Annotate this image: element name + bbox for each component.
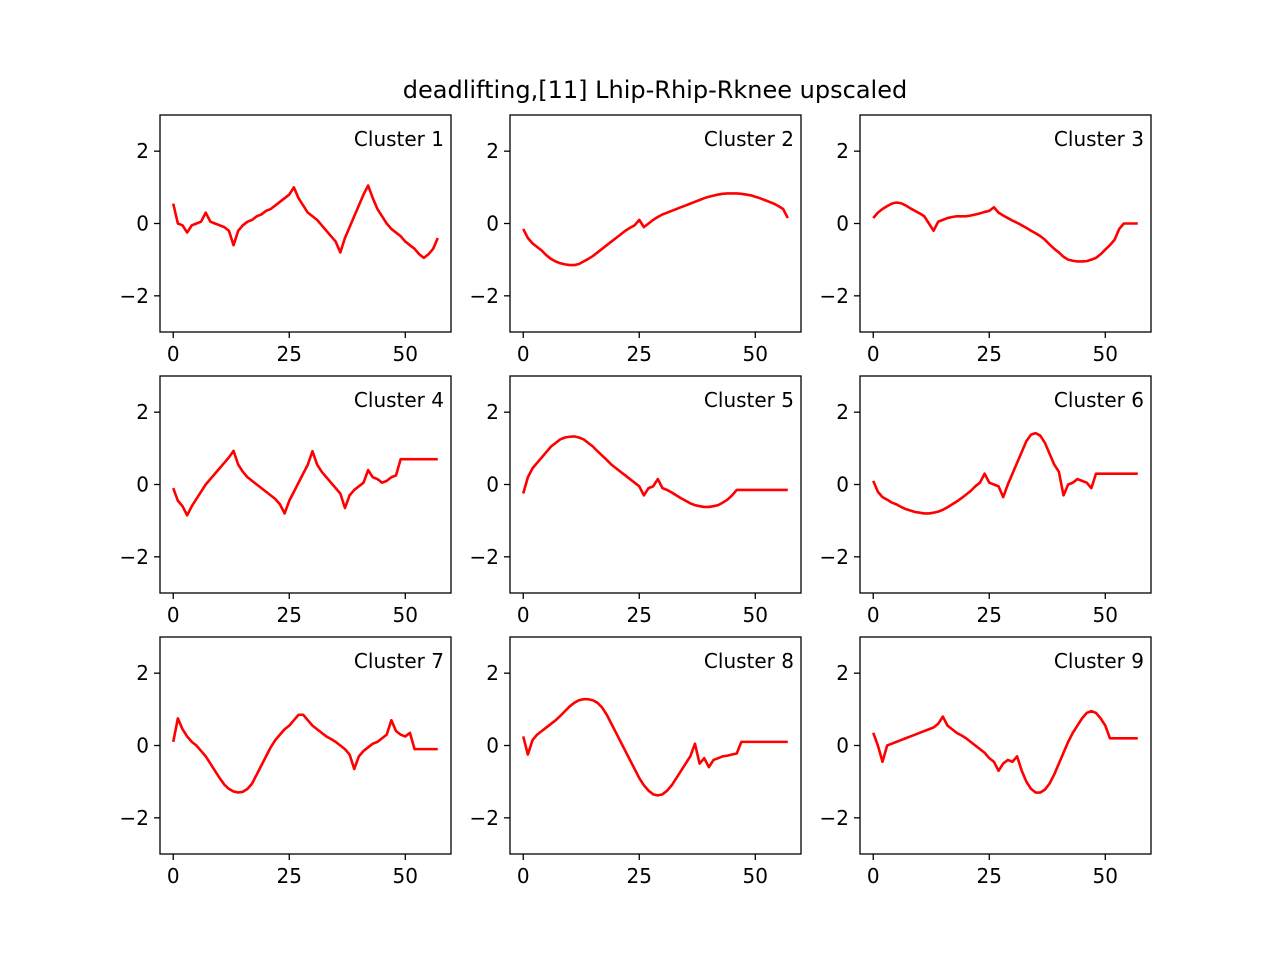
series-line xyxy=(171,184,439,260)
series-line xyxy=(872,201,1138,263)
cluster-label: Cluster 6 xyxy=(1054,388,1144,412)
subplot-cluster-5: 0 25 50 −2 0 2 Cluster 5 xyxy=(470,375,802,627)
x-tick-label: 25 xyxy=(977,342,1002,366)
y-tick-label: 2 xyxy=(136,139,149,163)
x-tick-label: 0 xyxy=(167,864,180,888)
y-tick-label: −2 xyxy=(820,806,849,830)
x-tick-label: 0 xyxy=(167,603,180,627)
y-tick-label: 0 xyxy=(136,473,149,497)
subplot-cluster-2: 0 25 50 −2 0 2 Cluster 2 xyxy=(470,114,802,366)
x-tick-label: 50 xyxy=(393,342,418,366)
y-tick-label: −2 xyxy=(470,545,499,569)
subplot-cluster-7: 0 25 50 −2 0 2 Cluster 7 xyxy=(120,636,452,888)
y-tick-label: 2 xyxy=(136,661,149,685)
x-tick-label: 0 xyxy=(867,864,880,888)
series-line xyxy=(872,431,1138,515)
y-tick-label: 2 xyxy=(486,661,499,685)
figure-title: deadlifting,[11] Lhip-Rhip-Rknee upscale… xyxy=(403,76,907,104)
y-tick-label: 0 xyxy=(486,734,499,758)
x-tick-label: 25 xyxy=(627,603,652,627)
subplot-cluster-3: 0 25 50 −2 0 2 Cluster 3 xyxy=(820,114,1152,366)
y-tick-label: 2 xyxy=(136,400,149,424)
subplot-grid: 0 25 50 −2 0 2 Cluster 1 0 25 50 −2 0 2 Cluster 2 0 25 5… xyxy=(120,114,1152,888)
y-tick-label: −2 xyxy=(820,284,849,308)
x-tick-label: 50 xyxy=(743,342,768,366)
y-tick-label: −2 xyxy=(470,806,499,830)
x-tick-label: 0 xyxy=(867,603,880,627)
cluster-label: Cluster 2 xyxy=(704,127,794,151)
cluster-label: Cluster 4 xyxy=(354,388,444,412)
y-tick-label: −2 xyxy=(120,545,149,569)
x-tick-label: 50 xyxy=(1093,342,1118,366)
x-tick-label: 0 xyxy=(517,342,530,366)
series-line xyxy=(171,713,438,794)
x-tick-label: 25 xyxy=(277,864,302,888)
series-line xyxy=(872,709,1138,794)
x-tick-label: 50 xyxy=(743,603,768,627)
y-tick-label: 0 xyxy=(836,212,849,236)
x-tick-label: 50 xyxy=(1093,864,1118,888)
cluster-label: Cluster 9 xyxy=(1054,649,1144,673)
x-tick-label: 25 xyxy=(277,603,302,627)
x-tick-label: 0 xyxy=(517,864,530,888)
y-tick-label: 2 xyxy=(486,400,499,424)
subplot-cluster-6: 0 25 50 −2 0 2 Cluster 6 xyxy=(820,375,1152,627)
y-tick-label: 2 xyxy=(836,400,849,424)
x-tick-label: 25 xyxy=(627,342,652,366)
x-tick-label: 25 xyxy=(977,864,1002,888)
y-tick-label: 0 xyxy=(836,473,849,497)
series-line xyxy=(521,435,788,509)
y-tick-label: 2 xyxy=(836,139,849,163)
cluster-label: Cluster 8 xyxy=(704,649,794,673)
subplot-cluster-9: 0 25 50 −2 0 2 Cluster 9 xyxy=(820,636,1152,888)
y-tick-label: 0 xyxy=(836,734,849,758)
subplot-cluster-4: 0 25 50 −2 0 2 Cluster 4 xyxy=(120,375,452,627)
y-tick-label: 2 xyxy=(836,661,849,685)
subplot-cluster-1: 0 25 50 −2 0 2 Cluster 1 xyxy=(120,114,452,366)
series-line xyxy=(521,697,788,797)
x-tick-label: 25 xyxy=(277,342,302,366)
y-tick-label: 0 xyxy=(486,212,499,236)
cluster-label: Cluster 5 xyxy=(704,388,794,412)
cluster-label: Cluster 3 xyxy=(1054,127,1144,151)
cluster-label: Cluster 1 xyxy=(354,127,444,151)
x-tick-label: 25 xyxy=(977,603,1002,627)
y-tick-label: 0 xyxy=(486,473,499,497)
x-tick-label: 0 xyxy=(867,342,880,366)
y-tick-label: 0 xyxy=(136,734,149,758)
x-tick-label: 0 xyxy=(167,342,180,366)
x-tick-label: 50 xyxy=(393,603,418,627)
series-line xyxy=(172,449,438,517)
y-tick-label: 0 xyxy=(136,212,149,236)
series-line xyxy=(522,192,789,267)
y-tick-label: −2 xyxy=(470,284,499,308)
y-tick-label: −2 xyxy=(820,545,849,569)
y-tick-label: 2 xyxy=(486,139,499,163)
y-tick-label: −2 xyxy=(120,284,149,308)
x-tick-label: 25 xyxy=(627,864,652,888)
y-tick-label: −2 xyxy=(120,806,149,830)
x-tick-label: 50 xyxy=(743,864,768,888)
x-tick-label: 0 xyxy=(517,603,530,627)
x-tick-label: 50 xyxy=(1093,603,1118,627)
subplot-cluster-8: 0 25 50 −2 0 2 Cluster 8 xyxy=(470,636,802,888)
cluster-label: Cluster 7 xyxy=(354,649,444,673)
x-tick-label: 50 xyxy=(393,864,418,888)
